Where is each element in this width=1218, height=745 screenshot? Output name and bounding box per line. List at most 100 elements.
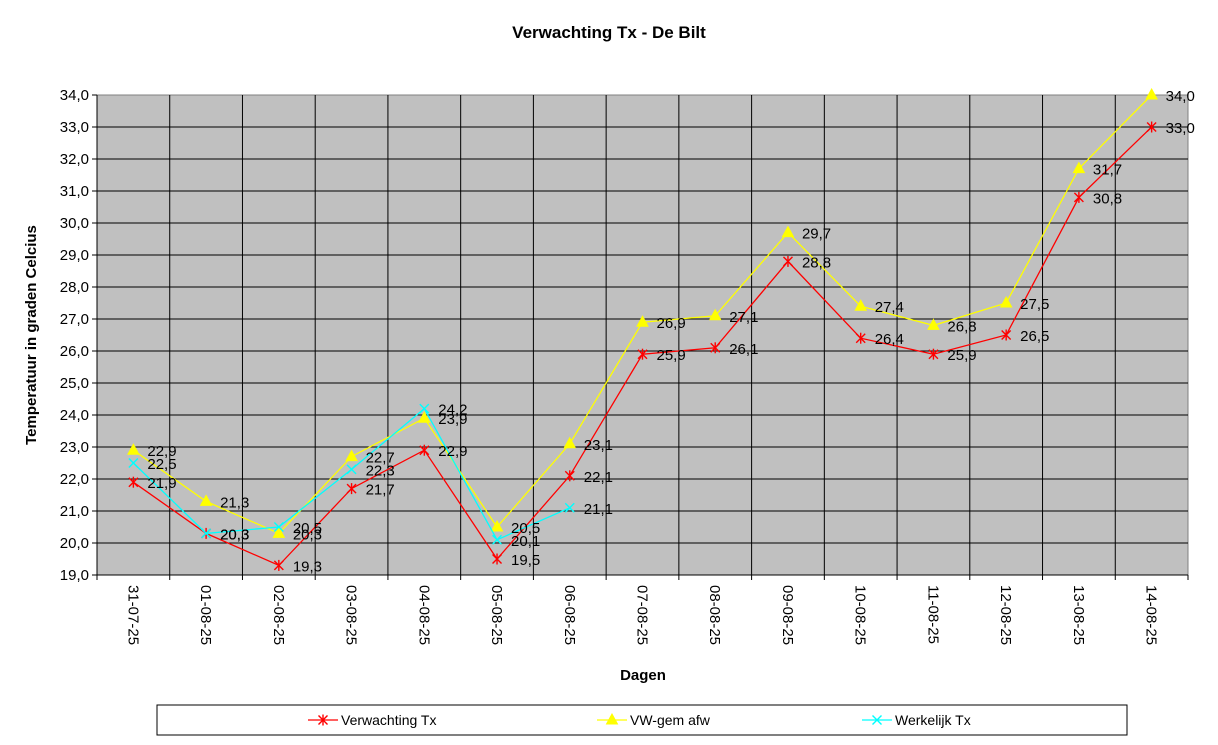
data-label: 29,7 xyxy=(802,226,831,243)
data-label: 22,9 xyxy=(147,443,176,460)
data-point xyxy=(127,443,140,455)
y-tick-label: 25,0 xyxy=(60,375,89,392)
legend-label: VW-gem afw xyxy=(630,712,711,728)
data-label: 19,5 xyxy=(511,552,540,569)
data-label: 21,3 xyxy=(220,494,249,511)
data-point xyxy=(928,348,939,360)
y-tick-label: 31,0 xyxy=(60,183,89,200)
y-tick-label: 20,0 xyxy=(60,535,89,552)
x-tick-label: 07-08-25 xyxy=(634,585,651,645)
x-tick-label: 12-08-25 xyxy=(997,585,1014,645)
x-tick-label: 04-08-25 xyxy=(415,585,432,645)
data-label: 34,0 xyxy=(1166,88,1195,105)
data-point xyxy=(490,519,504,532)
y-tick-label: 30,0 xyxy=(60,215,89,232)
data-point xyxy=(1146,121,1157,133)
data-label: 33,0 xyxy=(1166,120,1195,137)
data-label: 20,3 xyxy=(293,526,322,543)
data-point xyxy=(781,225,795,238)
data-label: 26,8 xyxy=(947,318,976,335)
x-tick-label: 13-08-25 xyxy=(1070,585,1087,645)
series-werkelijk-tx xyxy=(128,403,575,545)
data-label: 21,9 xyxy=(147,475,176,492)
data-labels: 21,9 20,3 19,3 21,7 22,9 19,5 22,1 25,9 26,1 28,8… xyxy=(147,88,1194,575)
data-label: 25,9 xyxy=(657,347,686,364)
data-label: 25,9 xyxy=(947,347,976,364)
x-axis-title: Dagen xyxy=(620,667,666,684)
data-label: 28,8 xyxy=(802,254,831,271)
y-tick-label: 32,0 xyxy=(60,151,89,168)
y-tick-label: 19,0 xyxy=(60,567,89,584)
data-point xyxy=(128,458,139,468)
data-label: 23,1 xyxy=(584,437,613,454)
grid xyxy=(96,95,1188,576)
data-label: 23,9 xyxy=(438,411,467,428)
data-label: 19,3 xyxy=(293,558,322,575)
series-verwachting-tx xyxy=(128,121,1157,571)
y-axis-title: Temperatuur in graden Celcius xyxy=(23,225,40,445)
x-axis-ticks: 31-07-25 01-08-25 02-08-25 03-08-25 04-08-25… xyxy=(96,575,1189,645)
legend-label: Werkelijk Tx xyxy=(895,712,971,728)
data-label: 26,9 xyxy=(657,315,686,332)
data-label: 27,1 xyxy=(729,309,758,326)
data-point xyxy=(492,534,503,545)
data-point xyxy=(637,348,648,360)
x-tick-label: 02-08-25 xyxy=(270,585,287,645)
y-tick-label: 23,0 xyxy=(60,439,89,456)
y-tick-label: 29,0 xyxy=(60,247,89,264)
legend-label: Verwachting Tx xyxy=(341,712,436,728)
data-point xyxy=(710,342,721,354)
data-point xyxy=(492,553,503,565)
data-point xyxy=(564,470,575,482)
data-label: 20,3 xyxy=(220,526,249,543)
x-tick-label: 31-07-25 xyxy=(124,585,141,645)
y-axis-ticks: 19,0 20,0 21,0 22,0 23,0 24,0 25,0 26,0 27,0 28,0… xyxy=(60,87,97,584)
data-label: 22,3 xyxy=(366,462,395,479)
data-point xyxy=(563,436,577,449)
y-tick-label: 33,0 xyxy=(60,119,89,136)
x-tick-label: 05-08-25 xyxy=(488,585,505,645)
legend-item: Werkelijk Tx xyxy=(862,712,971,728)
series xyxy=(127,87,1158,571)
data-point xyxy=(708,308,722,321)
data-label: 22,5 xyxy=(147,456,176,473)
y-tick-label: 22,0 xyxy=(60,471,89,488)
y-tick-label: 28,0 xyxy=(60,279,89,296)
data-point xyxy=(855,332,866,344)
data-point xyxy=(345,449,358,462)
data-point xyxy=(128,476,139,488)
x-tick-label: 03-08-25 xyxy=(343,585,360,645)
y-tick-label: 26,0 xyxy=(60,343,89,360)
data-point xyxy=(346,483,357,495)
legend-item: Verwachting Tx xyxy=(308,712,436,728)
data-label: 24,2 xyxy=(438,402,467,419)
x-tick-label: 01-08-25 xyxy=(197,585,214,645)
data-point xyxy=(419,444,430,456)
data-point xyxy=(419,403,430,414)
data-point xyxy=(999,295,1013,308)
data-point xyxy=(782,255,793,267)
data-point xyxy=(272,526,286,538)
data-point xyxy=(1072,161,1086,174)
x-tick-label: 10-08-25 xyxy=(852,585,869,645)
x-tick-label: 09-08-25 xyxy=(779,585,796,645)
data-point xyxy=(854,299,868,311)
data-point xyxy=(201,528,212,539)
data-label: 30,8 xyxy=(1093,190,1122,207)
x-tick-label: 14-08-25 xyxy=(1143,585,1160,645)
y-tick-label: 21,0 xyxy=(60,503,89,520)
legend-item: VW-gem afw xyxy=(597,712,711,728)
data-label: 22,9 xyxy=(438,443,467,460)
data-point xyxy=(417,411,431,423)
data-point xyxy=(872,715,882,725)
data-label: 22,7 xyxy=(366,450,395,467)
data-label: 26,5 xyxy=(1020,328,1049,345)
data-point xyxy=(564,502,575,513)
data-label: 20,3 xyxy=(220,526,249,543)
data-label: 27,5 xyxy=(1020,296,1049,313)
data-label: 22,1 xyxy=(584,469,613,486)
data-label: 21,7 xyxy=(366,482,395,499)
data-label: 20,1 xyxy=(511,533,540,550)
data-label: 20,5 xyxy=(293,520,322,537)
